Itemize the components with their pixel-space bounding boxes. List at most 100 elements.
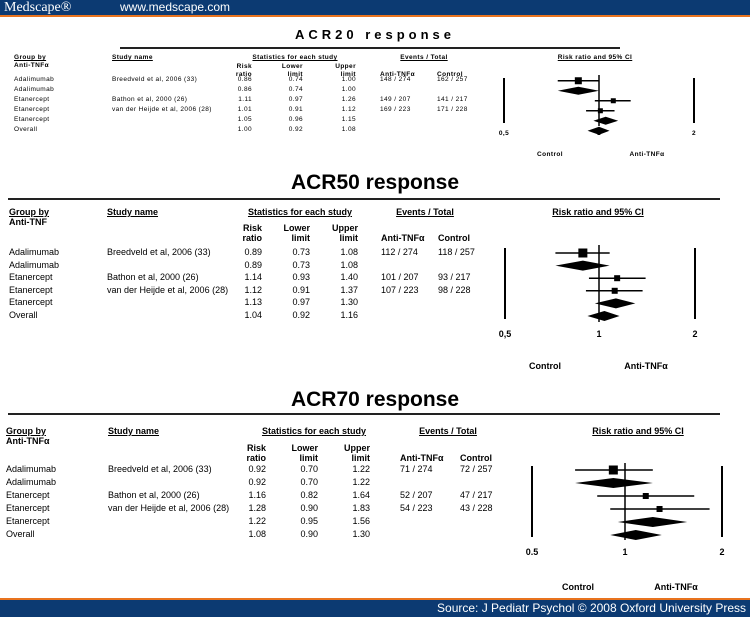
row-lower-limit: 0.91 xyxy=(288,106,303,113)
chart-title: ACR20 response xyxy=(294,27,456,42)
row-anti-events: 52 / 207 xyxy=(400,490,433,500)
medscape-header: Medscape® www.medscape.com xyxy=(0,0,750,17)
favours-control-label: Control xyxy=(562,582,594,592)
row-upper-limit: 1.83 xyxy=(352,503,370,513)
row-control-events: 141 / 217 xyxy=(437,96,468,103)
row-group: Adalimumab xyxy=(6,477,57,487)
row-risk-ratio: 1.13 xyxy=(244,297,262,308)
favours-control-label: Control xyxy=(537,151,563,158)
study-marker xyxy=(597,108,603,114)
favours-anti-tnf-label: Anti-TNFα xyxy=(629,151,665,158)
row-anti-events: 112 / 274 xyxy=(381,247,418,257)
tick-label: 2 xyxy=(719,547,725,557)
row-lower-limit: 0.93 xyxy=(292,272,310,283)
row-group: Overall xyxy=(14,126,38,133)
row-study: van der Heijde et al, 2006 (28) xyxy=(107,284,229,295)
row-lower-limit: 0.95 xyxy=(300,516,318,526)
row-lower-limit: 0.73 xyxy=(292,259,310,270)
tick-label: 0,5 xyxy=(498,329,512,339)
col-header-lower: Lower xyxy=(281,63,303,70)
col-header-plot: Risk ratio and 95% CI xyxy=(557,54,633,61)
row-upper-limit: 1.15 xyxy=(341,116,356,123)
row-control-events: 93 / 217 xyxy=(438,272,471,283)
row-lower-limit: 0.82 xyxy=(300,490,318,500)
col-header-control: Control xyxy=(438,233,470,243)
row-risk-ratio: 0.86 xyxy=(237,76,252,83)
col-header-group-by: Group by xyxy=(9,207,49,217)
row-anti-events: 149 / 207 xyxy=(380,96,411,103)
col-header-plot: Risk ratio and 95% CI xyxy=(552,207,644,217)
favours-control-label: Control xyxy=(529,361,561,371)
row-lower-limit: 0.92 xyxy=(292,310,310,320)
row-risk-ratio: 1.08 xyxy=(248,529,266,539)
row-upper-limit: 1.08 xyxy=(341,126,356,133)
col-header-rr: Risk xyxy=(246,443,266,453)
row-study: Bathon et al, 2000 (26) xyxy=(107,272,199,283)
row-control-events: 162 / 257 xyxy=(437,76,468,83)
row-upper-limit: 1.37 xyxy=(340,284,358,295)
row-anti-events: 54 / 223 xyxy=(400,503,433,513)
row-group: Overall xyxy=(6,529,35,539)
site-url[interactable]: www.medscape.com xyxy=(120,0,231,14)
row-lower-limit: 0.92 xyxy=(288,126,303,133)
col-header-upper: Upper xyxy=(331,223,358,233)
pooled-diamond xyxy=(557,86,599,95)
study-marker xyxy=(642,493,649,499)
col-header-upper: Upper xyxy=(343,443,370,453)
row-study: Breedveld et al, 2006 (33) xyxy=(107,247,211,257)
row-group: Adalimumab xyxy=(6,464,57,474)
row-risk-ratio: 1.28 xyxy=(248,503,266,513)
col-header-events: Events / Total xyxy=(400,54,448,61)
study-marker xyxy=(656,506,663,512)
row-group: Adalimumab xyxy=(14,86,55,93)
row-upper-limit: 1.26 xyxy=(341,96,356,103)
source-citation: Source: J Pediatr Psychol © 2008 Oxford … xyxy=(437,601,746,615)
row-group: Etanercept xyxy=(6,516,50,526)
row-group: Etanercept xyxy=(9,297,53,308)
row-risk-ratio: 0.86 xyxy=(237,86,252,93)
row-risk-ratio: 0.89 xyxy=(244,259,262,270)
row-study: Bathon et al, 2000 (26) xyxy=(112,96,188,103)
row-lower-limit: 0.91 xyxy=(292,284,310,295)
col-header-control: Control xyxy=(437,70,463,78)
pooled-diamond xyxy=(555,260,610,271)
col-header-group-sub: Anti-TNF xyxy=(9,217,47,227)
row-group: Overall xyxy=(9,310,38,320)
col-header-upper-2: limit xyxy=(340,70,356,78)
col-header-upper-2: limit xyxy=(339,233,358,243)
col-header-study: Study name xyxy=(107,207,159,217)
favours-anti-tnf-label: Anti-TNFα xyxy=(624,361,668,371)
row-upper-limit: 1.08 xyxy=(340,247,358,257)
row-upper-limit: 1.30 xyxy=(352,529,370,539)
row-risk-ratio: 1.14 xyxy=(244,272,262,283)
row-upper-limit: 1.00 xyxy=(341,86,356,93)
col-header-events: Events / Total xyxy=(396,207,454,217)
row-upper-limit: 1.22 xyxy=(352,464,370,474)
title-rule xyxy=(8,198,720,200)
row-lower-limit: 0.97 xyxy=(288,96,303,103)
pooled-diamond xyxy=(575,478,653,488)
tick-label: 0,5 xyxy=(498,130,510,137)
row-risk-ratio: 1.16 xyxy=(248,490,266,500)
row-risk-ratio: 1.12 xyxy=(244,284,262,295)
col-header-rr: Risk xyxy=(242,223,262,233)
col-header-anti: Anti-TNFα xyxy=(400,453,444,463)
col-header-control: Control xyxy=(460,453,492,463)
row-anti-events: 169 / 223 xyxy=(380,106,411,113)
col-header-study: Study name xyxy=(112,54,153,61)
study-marker xyxy=(614,275,621,282)
title-rule xyxy=(120,47,620,49)
medscape-logo[interactable]: Medscape® xyxy=(4,0,72,15)
col-header-group-sub: Anti-TNFα xyxy=(6,436,50,446)
col-header-events: Events / Total xyxy=(419,426,477,436)
row-upper-limit: 1.16 xyxy=(340,310,358,320)
col-header-stats: Statistics for each study xyxy=(252,54,338,61)
row-group: Adalimumab xyxy=(14,76,55,83)
favours-anti-tnf-label: Anti-TNFα xyxy=(654,582,698,592)
col-header-rr-2: ratio xyxy=(242,233,262,243)
row-anti-events: 107 / 223 xyxy=(381,284,419,295)
row-anti-events: 101 / 207 xyxy=(381,272,419,283)
row-group: Etanercept xyxy=(14,106,50,113)
pooled-diamond xyxy=(593,116,619,125)
col-header-group-by: Group by xyxy=(6,426,46,436)
